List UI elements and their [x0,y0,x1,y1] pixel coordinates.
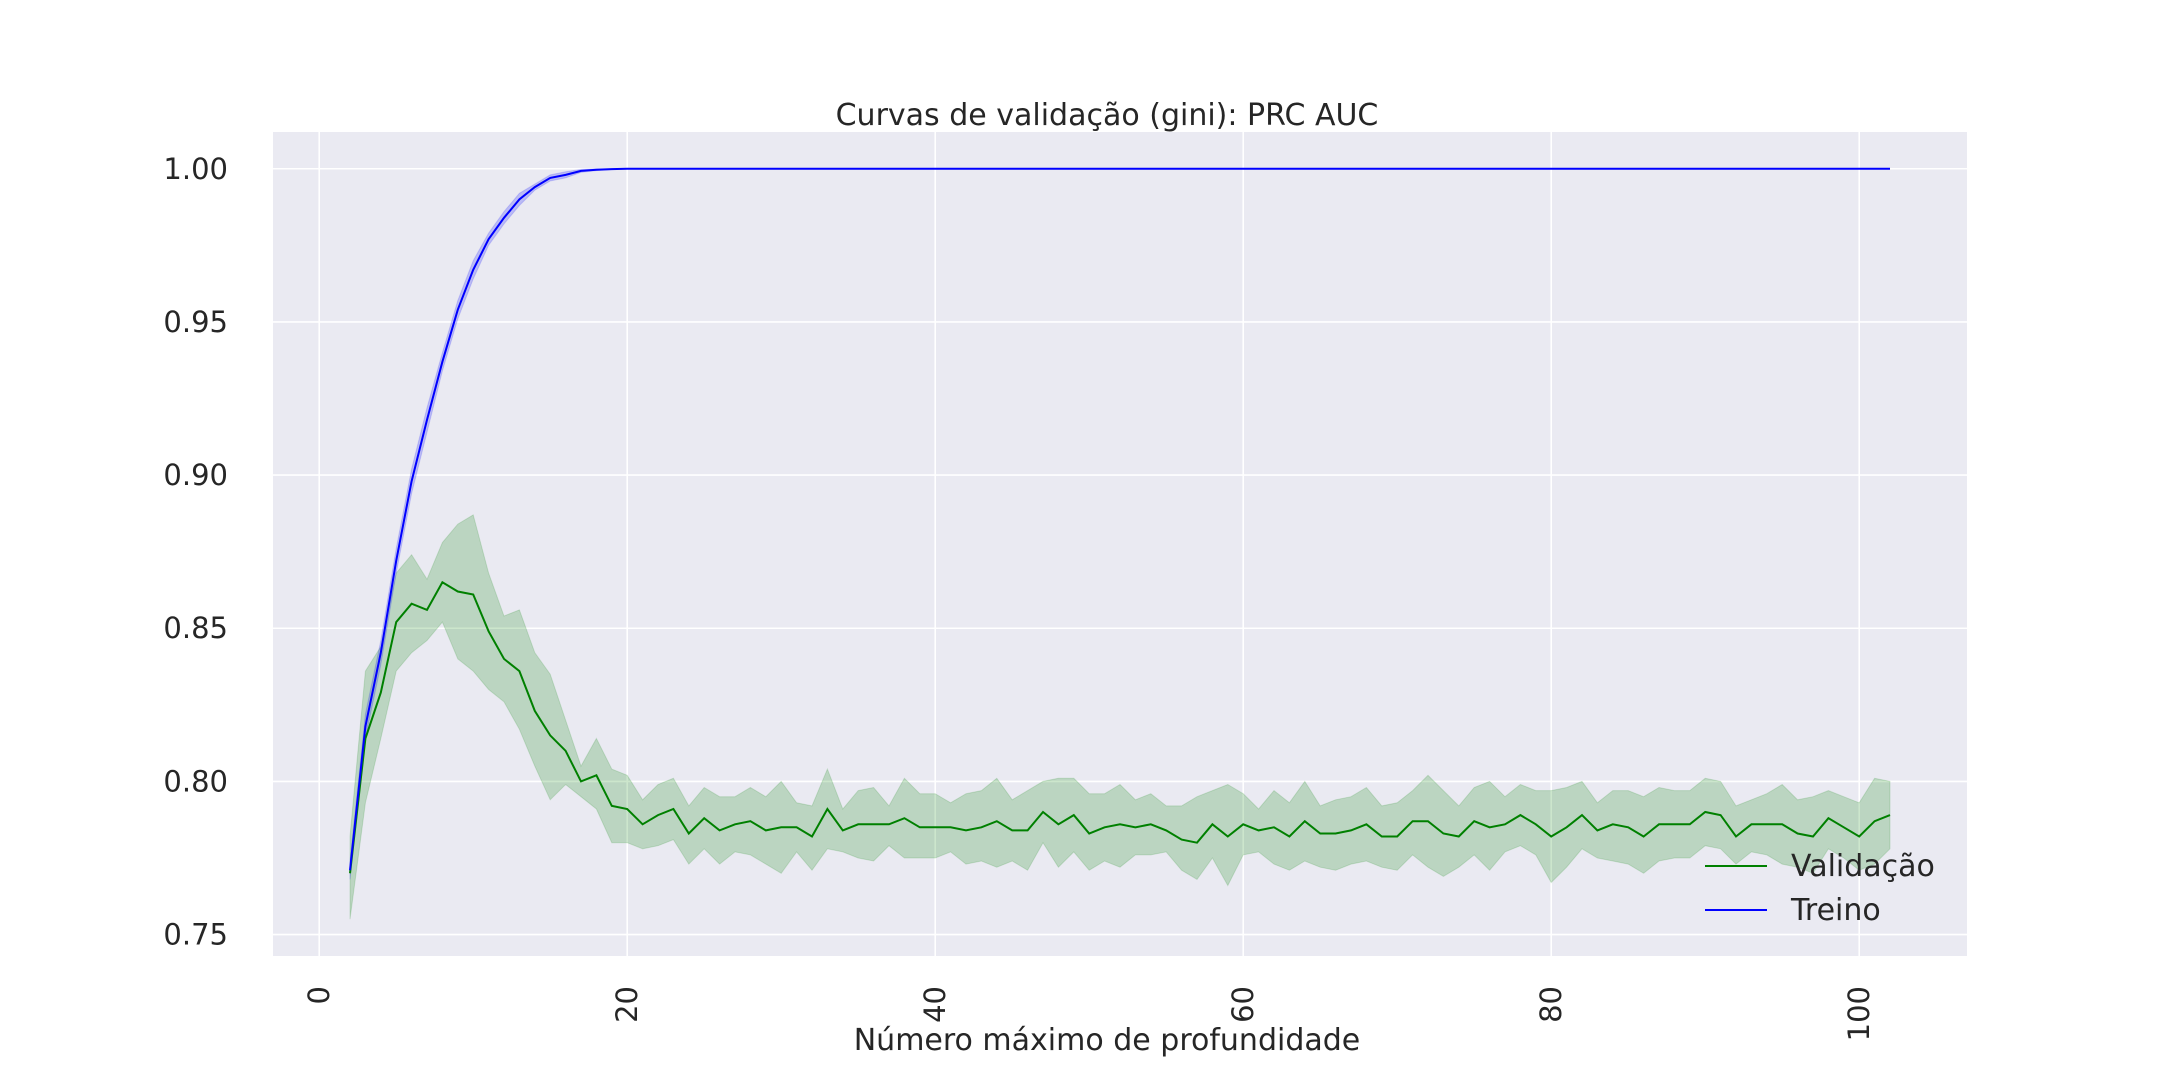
band-validation [349,514,1891,920]
x-tick-label: 20 [610,986,644,1023]
x-axis-label: Número máximo de profundidade [854,1023,1361,1058]
series-line-validation [349,580,1891,874]
x-tick-label: 40 [918,986,952,1023]
x-gridlines [318,132,1860,956]
x-tick-labels: 0 20 40 60 80 100 [302,986,1876,1041]
y-tick-label: 0.90 [163,458,228,492]
legend: Validação Treino [1705,849,1935,928]
chart-title: Curvas de validação (gini): PRC AUC [836,98,1379,133]
y-tick-label: 0.75 [163,918,228,952]
y-tick-label: 0.85 [163,611,228,645]
y-tick-label: 1.00 [163,152,228,186]
plot-area [273,132,1967,956]
x-tick-label: 100 [1842,986,1876,1041]
x-tick-label: 60 [1226,986,1260,1023]
x-tick-label: 80 [1534,986,1568,1023]
legend-label: Validação [1791,849,1935,884]
series-line-train [349,167,1890,871]
y-tick-labels: 0.75 0.80 0.85 0.90 0.95 1.00 [163,152,228,952]
y-tick-label: 0.95 [163,305,228,339]
series-lines [349,167,1891,874]
y-tick-label: 0.80 [163,764,228,798]
x-tick-label: 0 [302,986,336,1004]
legend-label: Treino [1790,893,1881,928]
